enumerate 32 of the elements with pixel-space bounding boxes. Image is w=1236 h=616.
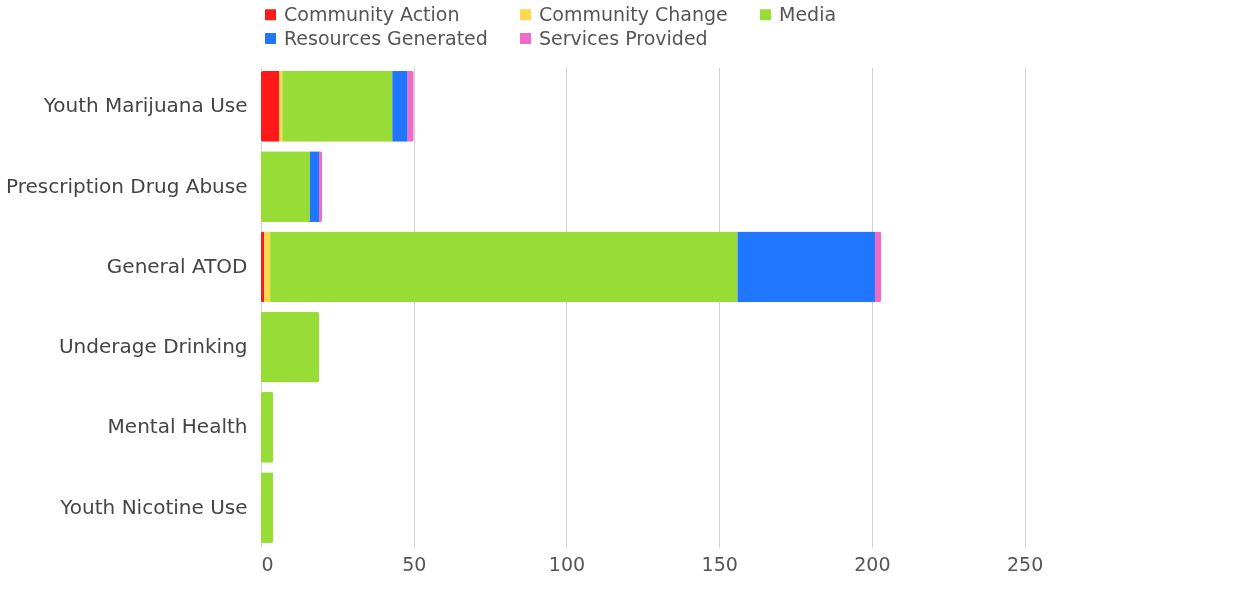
bar (261, 472, 274, 543)
x-tick-label: 250 (1007, 552, 1044, 575)
y-tick-label: Youth Marijuana Use (42, 93, 248, 118)
bar (264, 231, 271, 303)
y-tick-label: Underage Drinking (58, 334, 248, 359)
y-tick-label: Mental Health (107, 414, 248, 439)
y-tick-label: Youth Nicotine Use (59, 494, 248, 519)
bar (261, 392, 274, 463)
legend-label: Media (779, 2, 837, 25)
bar (261, 71, 280, 142)
x-tick-label: 0 (261, 552, 274, 575)
bar (319, 151, 323, 222)
x-tick-label: 50 (402, 552, 427, 575)
x-tick-label: 200 (854, 552, 891, 575)
legend-label: Community Change (539, 2, 728, 25)
legend-label: Community Action (284, 2, 460, 25)
x-tick-label: 150 (701, 552, 738, 575)
y-tick-label: General ATOD (106, 253, 248, 278)
bar (392, 71, 408, 142)
y-tick-label: Prescription Drug Abuse (6, 173, 248, 198)
bar (282, 71, 393, 142)
bar (279, 71, 283, 142)
bar (261, 231, 265, 303)
bar (261, 311, 320, 383)
bar (270, 231, 738, 303)
bar (874, 231, 882, 303)
legend-label: Resources Generated (284, 26, 488, 49)
x-tick-label: 100 (548, 552, 586, 575)
bar (309, 151, 320, 222)
legend-label: Services Provided (539, 26, 708, 49)
bar (737, 231, 875, 303)
bar (261, 151, 310, 222)
